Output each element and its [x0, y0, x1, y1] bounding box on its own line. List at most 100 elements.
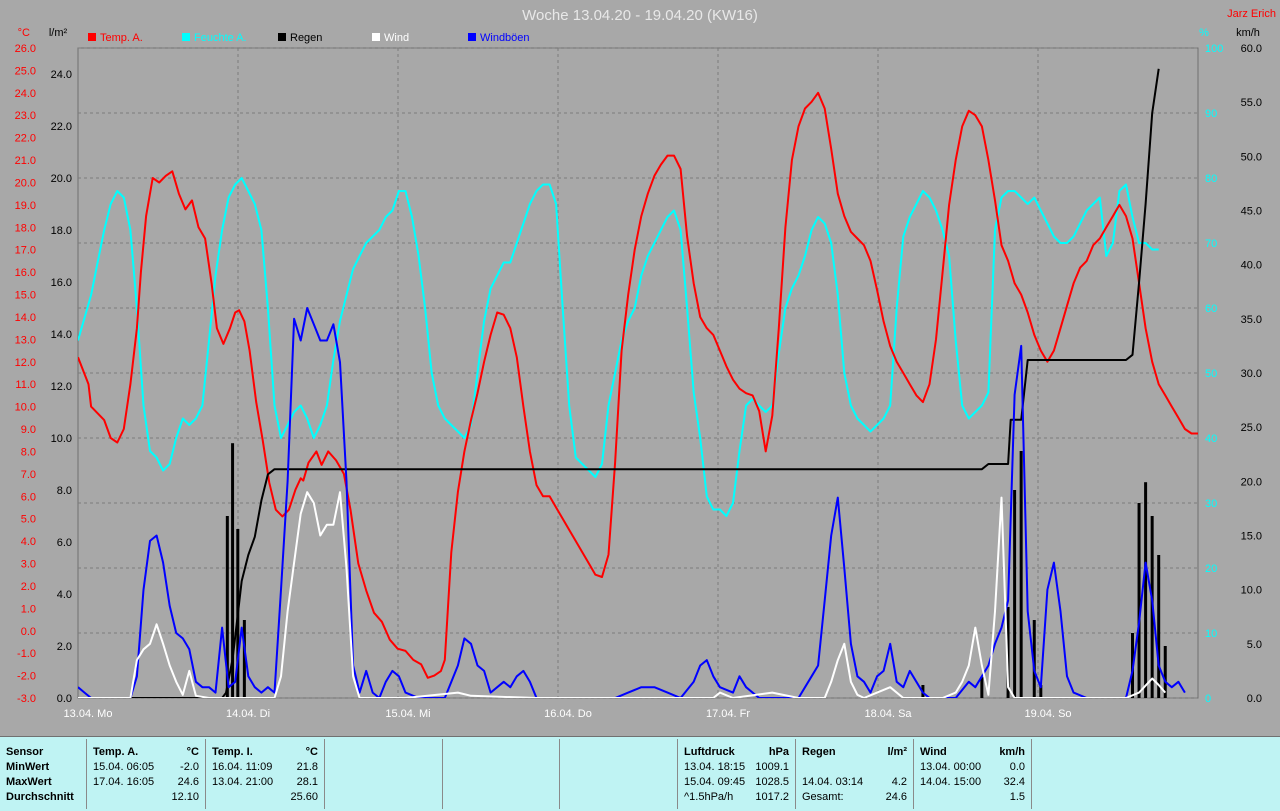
pressure-min-val: 1009.1	[755, 761, 789, 773]
temp-i-head: Temp. I.	[212, 746, 253, 758]
rain-tick-label: 2.0	[57, 641, 72, 653]
empty-column-2	[443, 739, 560, 809]
rain-bar	[225, 516, 229, 698]
rain-bar	[1006, 607, 1010, 698]
rain-column: Regen l/m² 14.04. 03:14 4.2 Gesamt: 24.6	[796, 739, 914, 809]
rain-max-val: 4.2	[891, 776, 907, 788]
plot-grid	[77, 47, 1199, 699]
x-tick-label: 17.04. Fr	[706, 708, 750, 720]
temp-tick-label: 8.0	[21, 446, 36, 458]
temp-a-min-time: 15.04. 06:05	[93, 761, 155, 773]
wind-axis-unit: km/h	[1236, 27, 1260, 39]
humidity-tick-label: 30	[1205, 498, 1217, 510]
rain-tick-label: 8.0	[57, 485, 72, 497]
temp-a-column: Temp. A. °C 15.04. 06:05 -2.0 17.04. 16:05…	[87, 739, 206, 809]
chart-title: Woche 13.04.20 - 19.04.20 (KW16)	[522, 7, 758, 24]
x-tick-label: 16.04. Do	[544, 708, 592, 720]
pressure-unit: hPa	[768, 746, 789, 758]
temp-tick-label: 11.0	[15, 379, 36, 391]
chart-legend: Temp. A. Feuchte A. Regen Wind Windböen	[88, 32, 530, 44]
humidity-tick-label: 20	[1205, 563, 1217, 575]
legend-item: Temp. A.	[88, 32, 143, 44]
temp-tick-label: 20.0	[15, 177, 36, 189]
wind-tick-label: 30.0	[1241, 368, 1262, 380]
pressure-column: Luftdruck hPa 13.04. 18:15 1009.1 15.04. 0…	[678, 739, 796, 809]
humidity-tick-label: 10	[1205, 628, 1217, 640]
temp-i-avg: 25.60	[290, 791, 318, 803]
temp-tick-label: 18.0	[15, 222, 36, 234]
wind-tick-label: 55.0	[1241, 97, 1262, 109]
temp-tick-label: 6.0	[21, 491, 36, 503]
x-tick-label: 19.04. So	[1024, 708, 1071, 720]
rain-bar	[231, 443, 235, 698]
temp-tick-label: -2.0	[17, 671, 36, 683]
legend-item: Wind	[372, 32, 409, 44]
rain-tick-label: 4.0	[57, 589, 72, 601]
temp-tick-label: 19.0	[15, 200, 36, 212]
temp-i-unit: °C	[305, 746, 318, 758]
pressure-avg: 1017.2	[755, 791, 789, 803]
wind-column: Wind km/h 13.04. 00:00 0.0 14.04. 15:00 32.…	[914, 739, 1032, 809]
rain-bar	[1163, 646, 1167, 698]
rain-total: 24.6	[885, 791, 907, 803]
legend-label: Temp. A.	[100, 32, 143, 44]
wind-tick-label: 40.0	[1241, 260, 1262, 272]
temp-tick-label: 10.0	[15, 402, 36, 414]
rain-tick-label: 16.0	[51, 277, 72, 289]
temp-tick-label: 12.0	[15, 357, 36, 369]
legend-swatch	[278, 33, 286, 41]
rain-tick-label: 14.0	[51, 329, 72, 341]
rain-axis-unit: l/m²	[49, 27, 68, 39]
wind-tick-label: 10.0	[1241, 585, 1262, 597]
chart-axes: 26.0 25.0 24.0 23.0 22.0 21.0 20.0 19.0 18.0 17.0…	[15, 27, 1262, 720]
legend-item: Feuchte A.	[182, 32, 247, 44]
wind-tick-label: 25.0	[1241, 422, 1262, 434]
rain-bar	[1144, 482, 1148, 698]
rain-tick-label: 0.0	[57, 693, 72, 705]
temp-tick-label: 3.0	[21, 559, 36, 571]
temp-tick-label: 2.0	[21, 581, 36, 593]
sensor-column: Sensor MinWert MaxWert Durchschnitt	[0, 739, 87, 809]
legend-swatch	[88, 33, 96, 41]
rain-bar	[242, 620, 246, 698]
rain-max-time: 14.04. 03:14	[802, 776, 864, 788]
series-line-feuchte-a-	[78, 177, 1159, 517]
statistics-table: Sensor MinWert MaxWert Durchschnitt Temp…	[0, 736, 1280, 811]
temp-a-max-val: 24.6	[177, 776, 199, 788]
legend-item: Regen	[278, 32, 322, 44]
humidity-tick-label: 50	[1205, 368, 1217, 380]
empty-column-4	[1032, 739, 1279, 809]
temp-tick-label: 0.0	[21, 626, 36, 638]
rain-head: Regen	[802, 746, 836, 758]
temp-i-min-val: 21.8	[296, 761, 318, 773]
humidity-tick-label: 90	[1205, 108, 1217, 120]
humidity-axis-unit: %	[1199, 27, 1209, 39]
temp-a-min-val: -2.0	[180, 761, 199, 773]
legend-label: Feuchte A.	[194, 32, 247, 44]
rain-bar	[980, 677, 984, 698]
rain-bar	[1157, 555, 1161, 698]
humidity-tick-label: 60	[1205, 303, 1217, 315]
rain-bar	[1032, 620, 1036, 698]
wind-min-time: 13.04. 00:00	[920, 761, 982, 773]
humidity-tick-label: 80	[1205, 173, 1217, 185]
temp-tick-label: 4.0	[21, 536, 36, 548]
empty-column-1	[325, 739, 443, 809]
temp-tick-label: 22.0	[15, 133, 36, 145]
temp-tick-label: 23.0	[15, 110, 36, 122]
wind-tick-label: 0.0	[1247, 693, 1262, 705]
temp-tick-label: 16.0	[15, 267, 36, 279]
temp-i-max-val: 28.1	[296, 776, 318, 788]
temp-tick-label: 1.0	[21, 603, 36, 615]
temp-tick-label: -1.0	[17, 648, 36, 660]
rain-unit: l/m²	[887, 746, 907, 758]
temp-a-head: Temp. A.	[93, 746, 139, 758]
pressure-max-time: 15.04. 09:45	[684, 776, 746, 788]
owner-label: Jarz Erich	[1227, 8, 1276, 20]
row-label-max: MaxWert	[6, 776, 52, 788]
wind-tick-label: 15.0	[1241, 531, 1262, 543]
empty-column-3	[560, 739, 678, 809]
temp-i-max-time: 13.04. 21:00	[212, 776, 274, 788]
temp-tick-label: 17.0	[15, 245, 36, 257]
temp-a-unit: °C	[186, 746, 199, 758]
